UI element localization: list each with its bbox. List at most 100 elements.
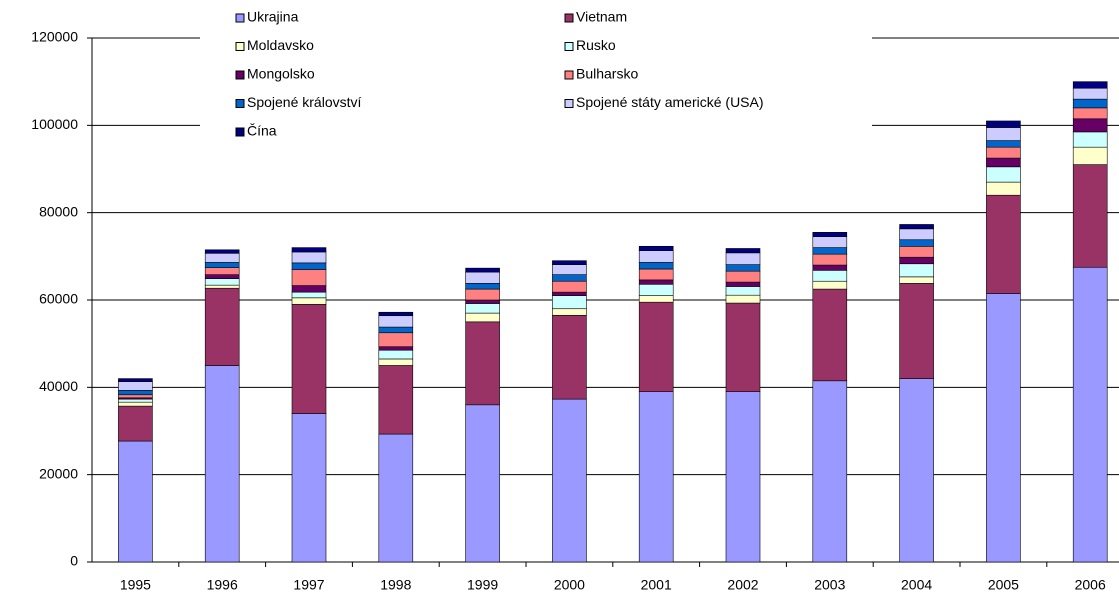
bar-segment <box>986 140 1021 148</box>
bar-segment <box>812 264 848 271</box>
bar-segment <box>638 283 674 296</box>
bar-segment <box>986 194 1021 294</box>
bar-segment <box>638 391 674 563</box>
legend-swatch <box>235 127 245 137</box>
bar-segment <box>638 250 674 263</box>
bar-segment <box>118 401 153 407</box>
legend-label: Moldavsko <box>247 37 314 53</box>
bar-segment <box>465 321 500 406</box>
bar-segment <box>204 249 240 254</box>
bar-segment <box>899 378 934 563</box>
bar-segment <box>204 252 240 263</box>
x-tick-label: 2004 <box>901 577 932 593</box>
bar-segment <box>118 381 153 391</box>
bar-segment <box>812 270 848 282</box>
x-tick-label: 2002 <box>727 577 758 593</box>
bar-segment <box>725 391 761 563</box>
bar-segment <box>291 247 327 253</box>
bar-segment <box>986 293 1021 563</box>
legend-swatch <box>564 13 574 23</box>
x-tick-label: 2003 <box>814 577 845 593</box>
legend-swatch <box>564 42 574 51</box>
bar-segment <box>465 312 500 323</box>
bar-segment <box>465 299 500 304</box>
bar-segment <box>1072 146 1108 165</box>
bar-segment <box>465 303 500 314</box>
bar-segment <box>899 228 934 241</box>
bar-segment <box>1072 131 1108 148</box>
legend-label: Ukrajina <box>247 9 299 25</box>
legend-swatch <box>235 99 245 108</box>
bar-segment <box>291 285 327 293</box>
bar-segment <box>1072 266 1108 563</box>
bar-segment <box>118 405 153 442</box>
bar-segment <box>204 278 240 286</box>
y-tick-label: 0 <box>70 553 78 569</box>
bar-segment <box>378 365 414 435</box>
bar-segment <box>378 346 414 351</box>
x-tick-label: 1995 <box>120 577 151 593</box>
x-tick-label: 1997 <box>293 577 324 593</box>
bar-segment <box>725 264 761 272</box>
bar-segment <box>812 288 848 382</box>
bar-segment <box>552 291 587 296</box>
bar-segment <box>725 294 761 304</box>
bar-segment <box>118 398 153 403</box>
bar-segment <box>899 276 934 284</box>
y-tick-label: 100000 <box>31 116 78 132</box>
bar-segment <box>465 271 500 284</box>
bar-segment <box>725 302 761 393</box>
bar-segment <box>118 378 153 382</box>
legend-box <box>200 0 872 146</box>
bar-segment <box>378 326 414 334</box>
y-tick-label: 80000 <box>39 203 78 219</box>
bar-segment <box>378 311 414 317</box>
bar-segment <box>899 263 934 278</box>
x-tick-label: 1996 <box>207 577 238 593</box>
bar-segment <box>204 365 240 563</box>
bar-segment <box>812 232 848 237</box>
bar-segment <box>378 315 414 328</box>
bar-segment <box>1072 87 1108 100</box>
legend-label: Spojené státy americké (USA) <box>576 94 764 110</box>
bar-segment <box>1072 164 1108 268</box>
bar-segment <box>725 281 761 287</box>
bar-segment <box>899 245 934 258</box>
bar-segment <box>291 291 327 299</box>
bar-segment <box>204 262 240 268</box>
bar-segment <box>986 157 1021 168</box>
bar-segment <box>899 283 934 379</box>
bar-segment <box>118 394 153 399</box>
bar-segment <box>986 181 1021 196</box>
bar-segment <box>638 295 674 303</box>
bar-segment <box>291 304 327 414</box>
bar-segment <box>899 256 934 265</box>
bar-segment <box>986 146 1021 159</box>
legend-label: Vietnam <box>576 9 627 25</box>
y-tick-label: 60000 <box>39 291 78 307</box>
bar-segment <box>725 270 761 283</box>
bar-segment <box>638 301 674 392</box>
bar-segment <box>812 280 848 290</box>
bar-segment <box>291 297 327 305</box>
bar-segment <box>552 260 587 265</box>
bar-segment <box>465 283 500 290</box>
bar-segment <box>118 440 153 563</box>
bar-segment <box>638 245 674 251</box>
y-tick-label: 120000 <box>31 29 78 45</box>
bar-segment <box>552 398 587 563</box>
bar-segment <box>812 247 848 255</box>
bar-segment <box>812 380 848 563</box>
bar-segment <box>899 224 934 230</box>
legend-swatch <box>564 99 574 108</box>
legend-swatch <box>564 70 574 80</box>
x-tick-label: 2000 <box>554 577 585 593</box>
bar-segment <box>552 264 587 275</box>
y-tick-label: 20000 <box>39 465 78 481</box>
legend-swatch <box>235 70 245 80</box>
x-tick-label: 2005 <box>988 577 1019 593</box>
bar-segment <box>291 269 327 286</box>
bar-segment <box>204 287 240 366</box>
bar-segment <box>378 332 414 348</box>
bar-segment <box>378 349 414 360</box>
